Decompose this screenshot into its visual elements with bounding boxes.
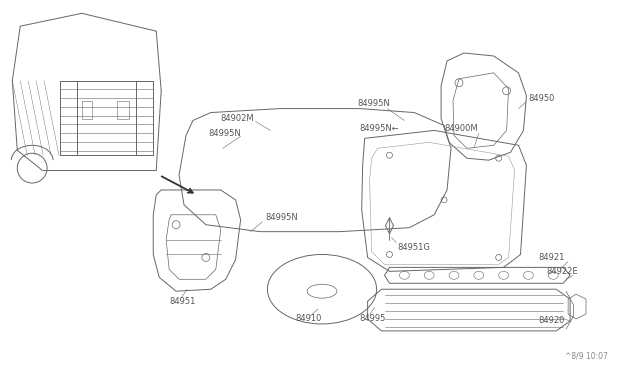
Text: 84900M: 84900M — [444, 124, 477, 133]
Text: 84995N: 84995N — [358, 99, 390, 108]
Text: 84995N: 84995N — [266, 213, 298, 222]
Text: 84921: 84921 — [538, 253, 564, 262]
Text: 84951: 84951 — [169, 296, 195, 306]
Text: 84950: 84950 — [529, 94, 555, 103]
Text: 84910: 84910 — [295, 314, 321, 324]
Text: 84995N←: 84995N← — [360, 124, 399, 133]
Text: 84920: 84920 — [538, 317, 564, 326]
Text: 84922E: 84922E — [547, 267, 578, 276]
Text: 84995N: 84995N — [209, 129, 241, 138]
Text: 84951G: 84951G — [397, 243, 430, 252]
Text: 84995: 84995 — [360, 314, 386, 324]
Text: ^8/9 10:07: ^8/9 10:07 — [565, 352, 608, 361]
Text: 84902M: 84902M — [221, 114, 254, 123]
